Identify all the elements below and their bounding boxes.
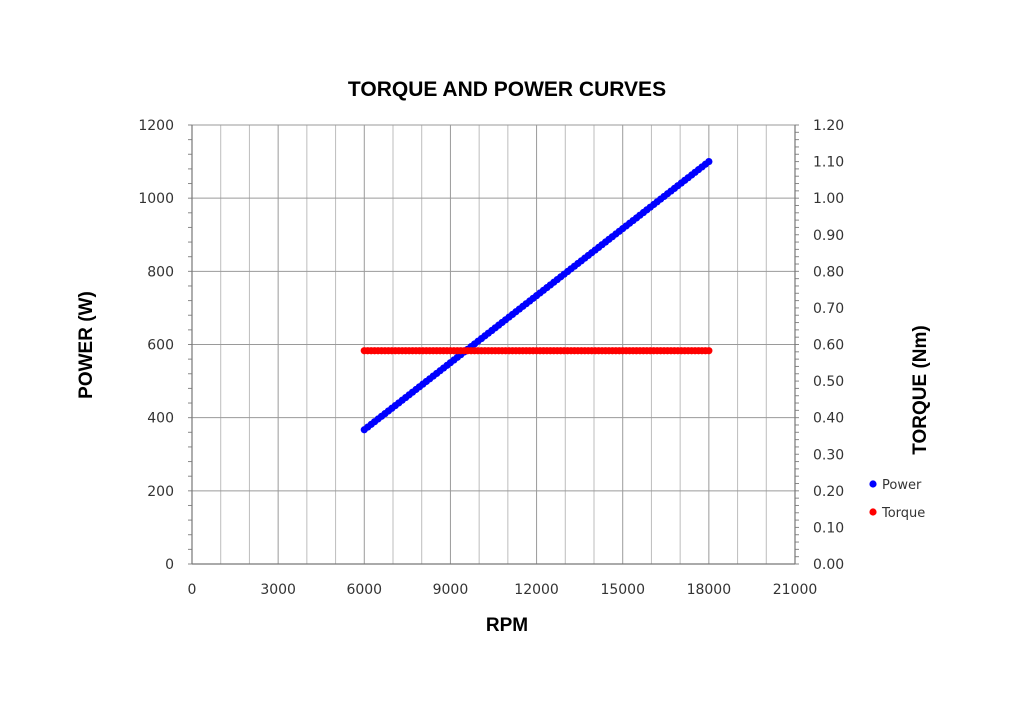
x-tick-label: 6000 bbox=[346, 582, 382, 598]
y2-tick-label: 1.10 bbox=[813, 155, 844, 171]
y2-tick-label: 0.00 bbox=[813, 557, 844, 573]
y-axis-ticks: 0 200 400 600 800 1000 1200 bbox=[138, 118, 174, 573]
y2-axis-title: TORQUE (Nm) bbox=[910, 325, 931, 454]
y2-tick-label: 0.40 bbox=[813, 411, 844, 427]
y-tick-label: 800 bbox=[147, 264, 174, 280]
x-tick-label: 3000 bbox=[260, 582, 296, 598]
y-tick-label: 600 bbox=[147, 338, 174, 354]
x-axis-ticks: 0 3000 6000 9000 12000 15000 18000 21000 bbox=[188, 582, 818, 598]
legend-marker-torque bbox=[869, 508, 877, 516]
legend-label-torque: Torque bbox=[881, 506, 925, 521]
y-axis-title: POWER (W) bbox=[76, 291, 97, 399]
y2-tick-label: 0.10 bbox=[813, 520, 844, 536]
y2-tick-label: 0.20 bbox=[813, 484, 844, 500]
x-tick-label: 12000 bbox=[514, 582, 559, 598]
y-tick-label: 1200 bbox=[138, 118, 174, 134]
series-layer bbox=[360, 157, 713, 434]
legend-label-power: Power bbox=[882, 478, 922, 493]
x-tick-label: 0 bbox=[188, 582, 197, 598]
y2-tick-label: 0.90 bbox=[813, 228, 844, 244]
y-tick-label: 0 bbox=[165, 557, 174, 573]
y2-tick-label: 1.20 bbox=[813, 118, 844, 134]
legend: Power Torque bbox=[869, 478, 925, 521]
y-tick-label: 1000 bbox=[138, 191, 174, 207]
y2-tick-label: 0.30 bbox=[813, 447, 844, 463]
y2-tick-label: 0.50 bbox=[813, 374, 844, 390]
grid bbox=[188, 124, 799, 565]
point-torque bbox=[705, 347, 713, 355]
y2-tick-label: 0.60 bbox=[813, 338, 844, 354]
point-power bbox=[705, 157, 713, 166]
y-tick-label: 400 bbox=[147, 411, 174, 427]
series-torque bbox=[360, 347, 713, 355]
x-tick-label: 9000 bbox=[433, 582, 469, 598]
x-tick-label: 18000 bbox=[687, 582, 732, 598]
y-tick-label: 200 bbox=[147, 484, 174, 500]
y2-tick-label: 0.80 bbox=[813, 264, 844, 280]
y2-tick-label: 0.70 bbox=[813, 301, 844, 317]
y2-tick-label: 1.00 bbox=[813, 191, 844, 207]
legend-marker-power bbox=[869, 480, 877, 488]
x-axis-title: RPM bbox=[486, 615, 528, 636]
y2-axis-ticks: 0.00 0.10 0.20 0.30 0.40 0.50 0.60 0.70 0.80 0.90… bbox=[813, 118, 844, 573]
x-tick-label: 21000 bbox=[773, 582, 818, 598]
chart-title: TORQUE AND POWER CURVES bbox=[348, 78, 666, 101]
series-power bbox=[360, 157, 713, 434]
x-tick-label: 15000 bbox=[600, 582, 645, 598]
